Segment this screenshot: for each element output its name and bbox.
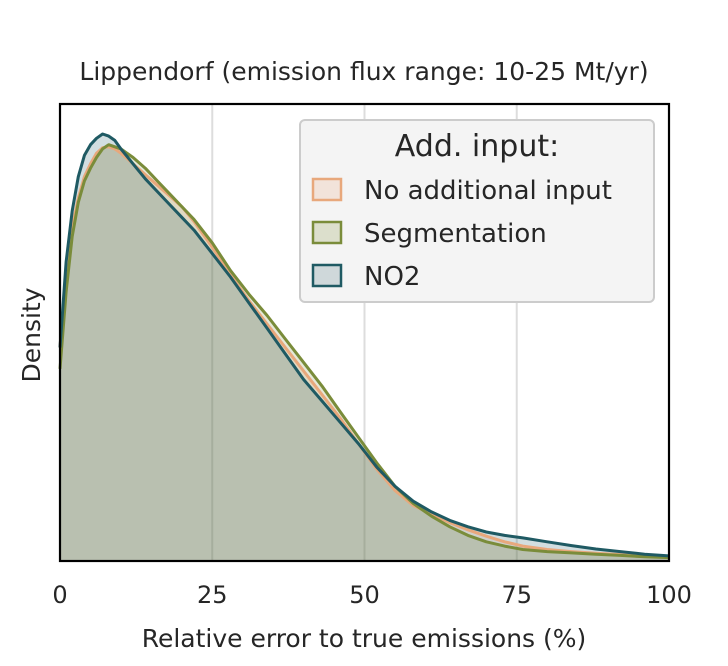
x-tick-label: 50 <box>349 581 380 609</box>
x-tick-label: 100 <box>646 581 692 609</box>
legend-swatch-no-additional-input <box>311 177 343 202</box>
area-no-additional-input <box>60 146 669 562</box>
legend-label-segmentation: Segmentation <box>364 219 547 249</box>
legend-box <box>299 119 655 303</box>
line-segmentation <box>58 143 670 560</box>
x-tick-label: 75 <box>501 581 532 609</box>
x-axis-label: Relative error to true emissions (%) <box>142 624 587 653</box>
legend-title: Add. input: <box>395 129 559 164</box>
x-tick-labels: 0 25 50 75 100 <box>52 581 692 609</box>
legend-swatch-no2 <box>311 263 343 288</box>
x-tick-label: 25 <box>197 581 228 609</box>
legend-label-no2: NO2 <box>364 262 420 292</box>
plot-frame <box>58 102 671 563</box>
area-no2 <box>60 134 669 561</box>
legend-label-no-additional-input: No additional input <box>364 176 612 206</box>
x-tick-label: 0 <box>52 581 67 609</box>
density-lines <box>58 132 670 560</box>
legend-swatch-segmentation <box>311 220 343 245</box>
y-axis-label: Density <box>17 287 46 382</box>
legend-items: No additional input Segmentation NO2 <box>311 176 612 292</box>
legend: Add. input: No additional input Segmentat… <box>299 119 655 303</box>
line-no2 <box>58 132 670 558</box>
chart-title: Lippendorf (emission flux range: 10-25 M… <box>79 57 648 86</box>
